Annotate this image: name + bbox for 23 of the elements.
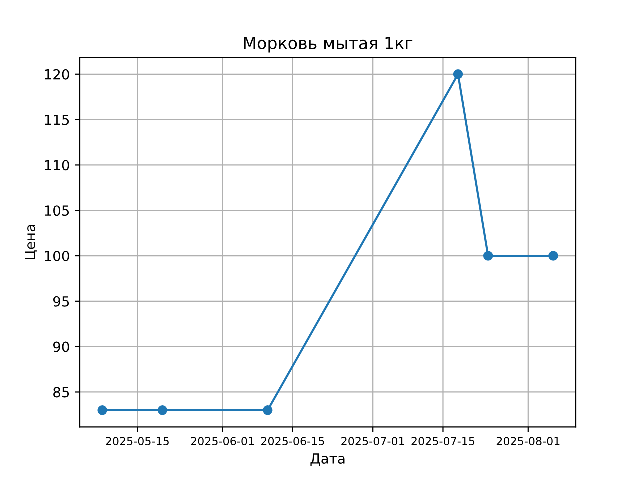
y-tick-label: 100	[45, 250, 70, 262]
point	[483, 251, 494, 261]
point	[548, 251, 558, 261]
y-tick-label: 90	[53, 342, 70, 352]
x-tick-label: 2025-07-15	[412, 437, 475, 446]
point	[453, 70, 464, 80]
y-tick-label: 85	[54, 387, 70, 398]
x-tick-label: 2025-08-01	[496, 437, 560, 446]
x-tick-label: 2025-06-15	[261, 437, 324, 446]
x-tick-label: 2025-05-15	[106, 437, 169, 446]
point	[158, 406, 168, 416]
y-axis-title: Цена	[25, 225, 38, 260]
x-axis-title: Дата	[310, 454, 345, 466]
y-tick-label: 95	[53, 296, 70, 307]
x-tick-label: 2025-06-01	[191, 437, 254, 446]
point	[98, 406, 108, 416]
point	[263, 406, 273, 416]
y-tick-label: 120	[45, 69, 70, 80]
y-tick-label: 110	[45, 160, 70, 171]
y-tick-label: 115	[45, 114, 70, 126]
y-tick-label: 105	[45, 206, 70, 216]
x-tick-label: 2025-07-01	[342, 437, 404, 446]
chart-title: Морковь мытая 1кг	[244, 37, 413, 53]
